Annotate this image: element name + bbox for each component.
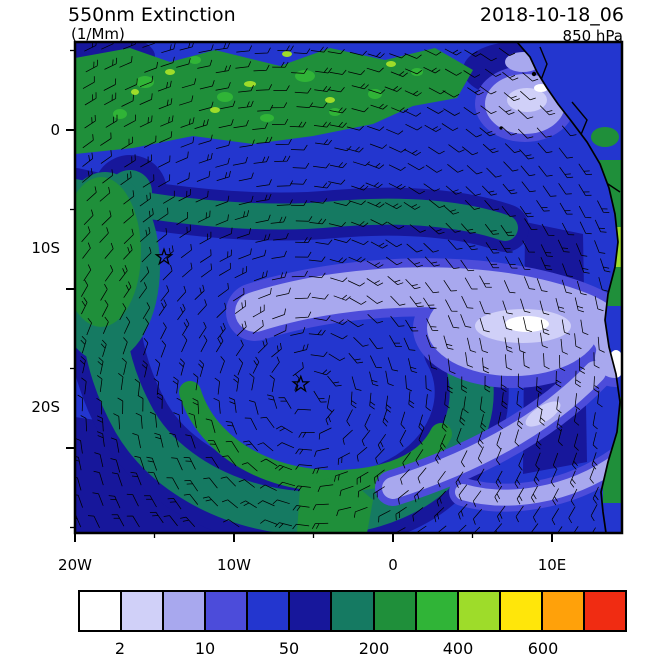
island-star-markers	[154, 247, 311, 393]
high-extinction-speckles	[113, 51, 423, 122]
colorbar-cell	[414, 590, 459, 632]
colorbar-cell	[498, 590, 543, 632]
colorbar-cell	[162, 590, 207, 632]
x-tick-label-20W: 20W	[58, 556, 92, 574]
coastline	[516, 41, 621, 534]
map-panel	[66, 40, 624, 542]
wind-barbs-layer	[75, 42, 611, 533]
colorbar-cell	[540, 590, 585, 632]
colorbar-cell	[330, 590, 375, 632]
x-tick-label-0: 0	[388, 556, 398, 574]
colorbar-cell	[78, 590, 123, 632]
colorbar-cell	[246, 590, 291, 632]
colorbar-label: 10	[194, 639, 216, 658]
colorbar-cell	[204, 590, 249, 632]
colorbar-label: 400	[442, 639, 474, 658]
x-tick-label-10E: 10E	[537, 556, 567, 574]
plot-units: (1/Mm)	[71, 25, 125, 43]
plot-datetime: 2018-10-18_06	[479, 4, 624, 26]
map-border	[73, 40, 624, 535]
plot-pressure-level: 850 hPa	[562, 27, 623, 45]
y-tick-label-0: 0	[50, 121, 60, 139]
colorbar-cell	[120, 590, 165, 632]
plot-title: 550nm Extinction	[68, 4, 236, 26]
island-star-marker	[154, 247, 174, 266]
colorbar-cell	[582, 590, 628, 632]
colorbar-label: 600	[527, 639, 559, 658]
colorbar-cell	[288, 590, 333, 632]
colorbar-label: 50	[278, 639, 300, 658]
x-tick-label-10W: 10W	[217, 556, 251, 574]
extinction-field	[75, 42, 622, 533]
colorbar	[78, 590, 628, 632]
y-tick-label-10S: 10S	[31, 239, 60, 257]
colorbar-cell	[372, 590, 417, 632]
y-tick-label-20S: 20S	[31, 398, 60, 416]
colorbar-label: 200	[358, 639, 390, 658]
map-svg	[66, 40, 624, 542]
colorbar-label: 2	[114, 639, 126, 658]
island-dot	[499, 126, 503, 130]
island-dot	[531, 71, 537, 77]
colorbar-cell	[456, 590, 501, 632]
island-star-marker	[291, 374, 311, 393]
